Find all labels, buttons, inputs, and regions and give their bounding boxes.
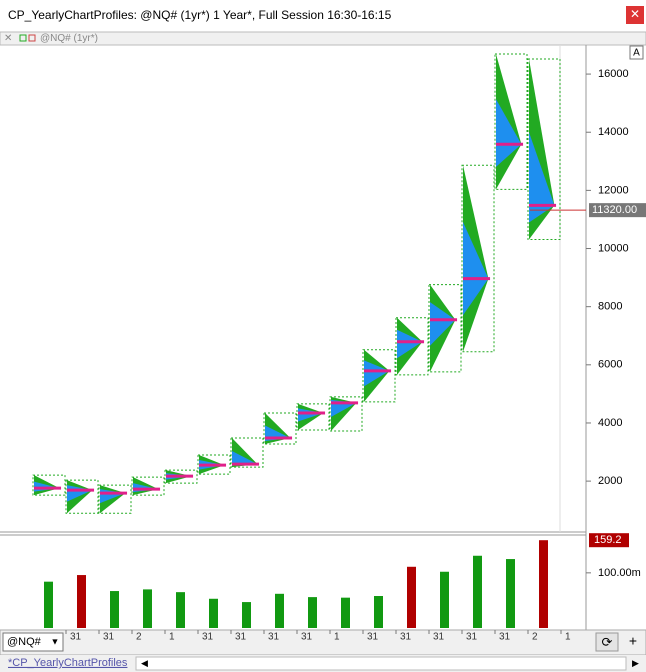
x-tick-label: 1 bbox=[169, 632, 175, 643]
profile-box bbox=[197, 454, 231, 475]
profile-box bbox=[32, 474, 66, 496]
volume-bar bbox=[473, 555, 482, 628]
volume-bar bbox=[275, 593, 284, 628]
volume-bar bbox=[407, 566, 416, 628]
symbol-combo[interactable] bbox=[2, 632, 64, 652]
y-tick-label: 10000 bbox=[598, 242, 629, 254]
x-tick-label: 1 bbox=[334, 632, 340, 643]
volume-bar bbox=[143, 589, 152, 628]
x-tick-label: 2 bbox=[532, 632, 538, 643]
volume-bar bbox=[44, 581, 53, 628]
icon bbox=[19, 34, 27, 42]
symbol-text: @NQ# bbox=[7, 636, 42, 648]
profile-box bbox=[230, 437, 264, 468]
profile-box bbox=[395, 317, 429, 376]
volume-bar bbox=[110, 591, 119, 628]
y-tick-label: 100.00m bbox=[598, 567, 641, 579]
x-tick-label: 31 bbox=[268, 632, 280, 643]
x-tick-label: 31 bbox=[235, 632, 247, 643]
x-tick-label: 31 bbox=[103, 632, 115, 643]
x-tick-label: 31 bbox=[499, 632, 511, 643]
close-chart-icon[interactable]: ✕ bbox=[4, 33, 12, 44]
chart-label: @NQ# (1yr*) bbox=[40, 33, 98, 44]
title-bar bbox=[0, 0, 646, 32]
profile-box bbox=[461, 164, 495, 353]
refresh-icon: ⟳ bbox=[602, 634, 613, 649]
value-area bbox=[364, 360, 390, 387]
window-title: CP_YearlyChartProfiles: @NQ# (1yr*) 1 Ye… bbox=[8, 8, 392, 22]
close-button[interactable] bbox=[626, 6, 644, 24]
value-area bbox=[463, 221, 489, 316]
profile-box bbox=[428, 284, 462, 373]
x-tick-label: 31 bbox=[301, 632, 313, 643]
volume-bar bbox=[176, 592, 185, 628]
x-tick-label: 31 bbox=[466, 632, 478, 643]
x-tick-label: 31 bbox=[367, 632, 379, 643]
scroll-left[interactable]: ◀ bbox=[141, 658, 148, 668]
last-value-label: 159.2 bbox=[594, 534, 622, 546]
volume-bar bbox=[209, 598, 218, 628]
y-tick-label: 16000 bbox=[598, 68, 629, 80]
chart-header bbox=[0, 31, 646, 46]
x-tick-label: 31 bbox=[202, 632, 214, 643]
refresh-button[interactable] bbox=[595, 632, 619, 652]
profile-box bbox=[65, 479, 99, 514]
y-tick-label: 12000 bbox=[598, 184, 629, 196]
profile-box bbox=[164, 469, 198, 484]
y-tick-label: 14000 bbox=[598, 126, 629, 138]
close-icon: ✕ bbox=[630, 7, 640, 21]
profile-box bbox=[329, 396, 363, 432]
value-area bbox=[232, 451, 258, 466]
icon bbox=[28, 34, 36, 42]
volume-bar bbox=[77, 575, 86, 628]
profile-box bbox=[527, 58, 561, 241]
profile-box bbox=[296, 403, 330, 431]
scrollbar[interactable] bbox=[135, 656, 627, 671]
scale-button[interactable] bbox=[629, 45, 644, 60]
time-axis-bar bbox=[0, 629, 646, 656]
value-area bbox=[496, 99, 522, 167]
last-value-box bbox=[589, 533, 629, 548]
y-tick-label: 8000 bbox=[598, 301, 622, 313]
volume-bar bbox=[374, 596, 383, 628]
profile-box bbox=[263, 412, 297, 445]
plot: 2000 4000 6000 8000 10000 12000 14000 16000 1132… bbox=[32, 53, 646, 643]
profile-box bbox=[131, 476, 165, 496]
profile-box bbox=[362, 349, 396, 403]
volume-bar bbox=[308, 597, 317, 628]
y-tick-label: 6000 bbox=[598, 359, 622, 371]
add-button[interactable]: + bbox=[629, 633, 637, 649]
value-area bbox=[529, 132, 555, 223]
profile-box bbox=[98, 484, 132, 514]
volume-bar bbox=[506, 559, 515, 628]
value-area bbox=[397, 329, 423, 359]
value-area bbox=[430, 302, 456, 346]
profile-box bbox=[494, 53, 528, 190]
volume-bar bbox=[242, 602, 251, 628]
volume-bar bbox=[341, 597, 350, 628]
combo-arrow: ▼ bbox=[51, 636, 60, 646]
scale-button-label: A bbox=[633, 48, 640, 59]
y-tick-label: 2000 bbox=[598, 475, 622, 487]
volume-bar bbox=[539, 540, 548, 628]
x-tick-label: 1 bbox=[565, 632, 571, 643]
scroll-right[interactable]: ▶ bbox=[632, 658, 639, 668]
volume-bar bbox=[440, 571, 449, 628]
x-tick-label: 31 bbox=[433, 632, 445, 643]
y-tick-label: 4000 bbox=[598, 417, 622, 429]
last-price-box bbox=[589, 203, 646, 218]
last-price-label: 11320.00 bbox=[592, 204, 637, 216]
x-tick-label: 31 bbox=[400, 632, 412, 643]
x-tick-label: 31 bbox=[70, 632, 82, 643]
x-tick-label: 2 bbox=[136, 632, 142, 643]
tab[interactable]: *CP_YearlyChartProfiles bbox=[8, 657, 128, 669]
